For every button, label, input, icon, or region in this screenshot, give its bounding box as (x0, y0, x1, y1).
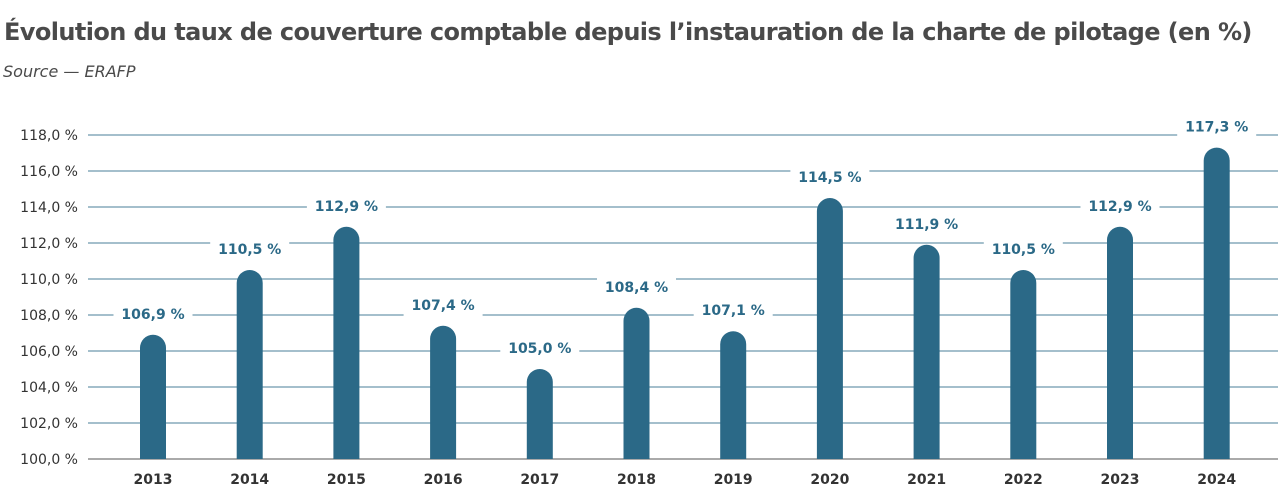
data-label: 112,9 % (1088, 199, 1151, 215)
y-tick-label: 106,0 % (20, 344, 78, 360)
data-label-background (887, 210, 967, 235)
data-label: 107,4 % (412, 298, 475, 314)
x-tick-label: 2013 (134, 472, 173, 488)
bar (430, 325, 457, 459)
x-tick-label: 2022 (1004, 472, 1043, 488)
bar (1107, 226, 1133, 459)
x-tick-label: 2015 (327, 472, 366, 488)
data-label-background (210, 236, 290, 260)
x-tick-label: 2016 (424, 472, 463, 488)
data-label-background (113, 300, 193, 325)
chart-title: Évolution du taux de couverture comptabl… (4, 18, 1252, 46)
data-label-background (790, 164, 870, 188)
data-label: 106,9 % (121, 307, 184, 323)
y-tick-label: 116,0 % (20, 164, 78, 180)
y-tick-label: 100,0 % (20, 452, 78, 468)
y-tick-label: 110,0 % (20, 272, 78, 288)
x-tick-label: 2024 (1197, 472, 1236, 488)
data-label-background (306, 192, 386, 217)
y-tick-label: 104,0 % (20, 380, 78, 396)
bar (236, 270, 263, 459)
data-label-background (403, 291, 483, 316)
bar (333, 226, 360, 459)
data-label-background (983, 236, 1063, 260)
data-label-background (597, 273, 676, 298)
data-label-background (1177, 113, 1257, 138)
y-tick-label: 102,0 % (20, 416, 78, 432)
y-tick-label: 114,0 % (20, 200, 78, 216)
y-tick-label: 108,0 % (20, 308, 78, 324)
bar (816, 198, 843, 460)
data-label-background (1080, 192, 1160, 217)
bar (720, 331, 747, 459)
bar (913, 244, 940, 459)
chart-subtitle: Source — ERAFP (3, 62, 136, 81)
data-label: 108,4 % (605, 280, 668, 296)
data-label: 110,5 % (992, 242, 1055, 258)
bar (140, 334, 166, 459)
x-tick-label: 2023 (1101, 472, 1140, 488)
x-tick-label: 2020 (810, 472, 849, 488)
bar (1203, 147, 1230, 459)
x-tick-label: 2014 (230, 472, 269, 488)
y-tick-label: 118,0 % (20, 128, 78, 144)
x-tick-label: 2018 (617, 472, 656, 488)
bar (526, 369, 553, 459)
data-label: 117,3 % (1185, 120, 1248, 136)
x-tick-label: 2021 (907, 472, 946, 488)
bar (623, 307, 650, 459)
data-label-background (500, 335, 580, 359)
data-label: 114,5 % (798, 170, 861, 186)
y-tick-label: 112,0 % (20, 236, 78, 252)
x-tick-label: 2017 (520, 472, 559, 488)
data-label: 107,1 % (702, 303, 765, 319)
data-label: 111,9 % (895, 217, 958, 233)
data-label-background (693, 297, 773, 322)
data-label: 105,0 % (508, 341, 571, 357)
x-tick-label: 2019 (714, 472, 753, 488)
bar (1010, 269, 1037, 459)
data-label: 112,9 % (315, 199, 378, 215)
data-label: 110,5 % (218, 242, 281, 258)
